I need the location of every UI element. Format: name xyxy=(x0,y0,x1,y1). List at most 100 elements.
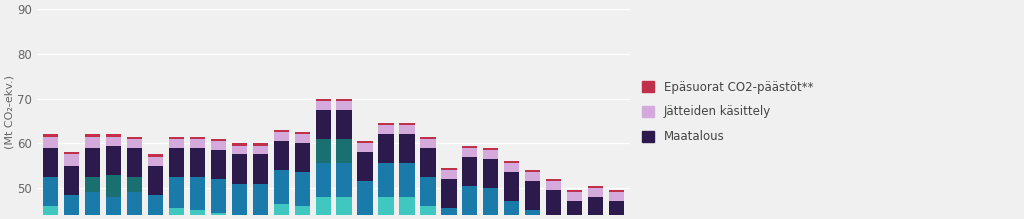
Bar xyxy=(441,170,457,179)
Bar xyxy=(609,201,625,219)
Bar xyxy=(127,177,141,193)
Bar xyxy=(399,125,415,134)
Bar xyxy=(295,172,309,206)
Bar xyxy=(441,179,457,208)
Bar xyxy=(189,139,205,148)
Bar xyxy=(85,137,99,148)
Bar xyxy=(273,132,289,141)
Legend: Epäsuorat CO2-päästöt**, Jätteiden käsittely, Maatalous: Epäsuorat CO2-päästöt**, Jätteiden käsit… xyxy=(642,81,813,143)
Bar xyxy=(399,163,415,197)
Bar xyxy=(337,139,351,163)
Bar xyxy=(169,137,183,139)
Bar xyxy=(483,188,499,217)
Bar xyxy=(211,139,225,141)
Bar xyxy=(357,143,373,152)
Bar xyxy=(421,148,435,177)
Bar xyxy=(505,201,519,219)
Bar xyxy=(43,177,58,206)
Bar xyxy=(169,208,183,219)
Bar xyxy=(43,206,58,219)
Bar xyxy=(105,146,121,175)
Bar xyxy=(295,143,309,172)
Bar xyxy=(379,123,393,125)
Bar xyxy=(43,148,58,177)
Bar xyxy=(147,195,163,219)
Bar xyxy=(231,154,247,184)
Bar xyxy=(295,206,309,219)
Bar xyxy=(85,134,99,137)
Bar xyxy=(253,184,267,215)
Bar xyxy=(441,168,457,170)
Bar xyxy=(105,197,121,219)
Bar xyxy=(399,197,415,219)
Bar xyxy=(567,193,583,201)
Bar xyxy=(43,134,58,137)
Bar xyxy=(379,134,393,163)
Bar xyxy=(211,179,225,213)
Bar xyxy=(337,110,351,139)
Bar xyxy=(525,172,541,181)
Bar xyxy=(525,210,541,219)
Bar xyxy=(211,213,225,219)
Bar xyxy=(127,148,141,177)
Bar xyxy=(315,99,331,101)
Bar xyxy=(127,137,141,139)
Bar xyxy=(273,170,289,204)
Bar xyxy=(483,217,499,219)
Bar xyxy=(337,163,351,197)
Bar xyxy=(189,177,205,210)
Bar xyxy=(337,101,351,110)
Bar xyxy=(315,110,331,139)
Bar xyxy=(85,148,99,177)
Bar xyxy=(505,161,519,163)
Bar xyxy=(127,193,141,219)
Bar xyxy=(463,148,477,157)
Bar xyxy=(211,150,225,179)
Bar xyxy=(189,148,205,177)
Bar xyxy=(357,181,373,215)
Bar xyxy=(315,101,331,110)
Bar xyxy=(609,193,625,201)
Bar xyxy=(105,175,121,197)
Bar xyxy=(337,197,351,219)
Bar xyxy=(169,148,183,177)
Bar xyxy=(147,154,163,157)
Bar xyxy=(231,184,247,215)
Bar xyxy=(483,159,499,188)
Bar xyxy=(547,181,561,190)
Bar xyxy=(483,150,499,159)
Bar xyxy=(315,163,331,197)
Bar xyxy=(357,152,373,181)
Bar xyxy=(315,197,331,219)
Bar xyxy=(421,137,435,139)
Bar xyxy=(379,197,393,219)
Bar xyxy=(547,190,561,219)
Bar xyxy=(463,146,477,148)
Bar xyxy=(588,188,603,197)
Bar xyxy=(379,163,393,197)
Bar xyxy=(63,195,79,219)
Bar xyxy=(231,146,247,154)
Bar xyxy=(547,179,561,181)
Bar xyxy=(273,204,289,219)
Bar xyxy=(169,177,183,208)
Bar xyxy=(505,172,519,201)
Bar xyxy=(253,143,267,146)
Bar xyxy=(43,137,58,148)
Bar xyxy=(525,181,541,210)
Bar xyxy=(273,141,289,170)
Bar xyxy=(231,215,247,219)
Bar xyxy=(567,190,583,193)
Bar xyxy=(85,177,99,193)
Bar xyxy=(189,210,205,219)
Bar xyxy=(63,152,79,154)
Bar xyxy=(505,163,519,172)
Bar xyxy=(609,190,625,193)
Bar xyxy=(463,215,477,219)
Bar xyxy=(399,134,415,163)
Bar xyxy=(463,186,477,215)
Bar xyxy=(379,125,393,134)
Bar xyxy=(169,139,183,148)
Bar xyxy=(357,215,373,219)
Bar xyxy=(315,139,331,163)
